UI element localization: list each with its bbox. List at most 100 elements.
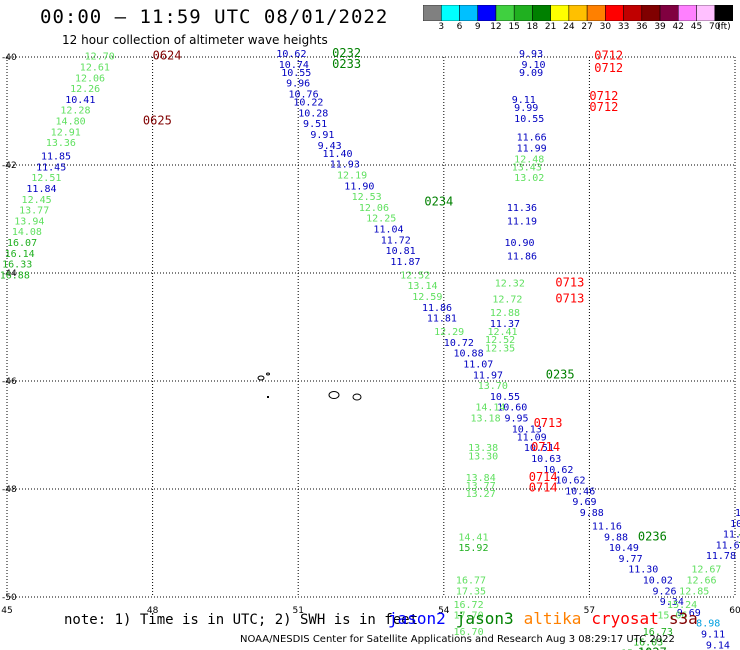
wave-height-value: 12.26 (70, 84, 100, 95)
wave-height-value: 11.99 (517, 144, 547, 155)
scale-label: 3 (438, 22, 445, 32)
wave-height-value: 16.07 (7, 238, 37, 249)
legend-s3a: s3a (668, 609, 698, 628)
wave-height-value: 16.14 (5, 249, 35, 260)
x-tick-label: 48 (147, 606, 159, 616)
wave-height-value: 16.33 (2, 260, 32, 271)
wave-height-value: 10.22 (293, 98, 323, 109)
scale-label: 39 (654, 22, 666, 32)
wave-height-value: 12.61 (80, 63, 110, 74)
wave-height-value: 9.96 (286, 79, 310, 90)
note-text: note: 1) Time is in UTC; 2) SWH is in fe… (64, 612, 419, 628)
pass-time-label: 0713 (555, 292, 584, 306)
scale-label: 24 (563, 22, 575, 32)
wave-height-value: 10.28 (298, 108, 328, 119)
pass-time-label: 0714 (529, 470, 558, 484)
wave-height-value: 9.95 (504, 414, 528, 425)
wave-height-value: 9.69 (677, 608, 701, 619)
pass-time-label: 0235 (546, 367, 575, 381)
wave-height-value: 10.90 (504, 238, 534, 249)
color-scale-labels: 3 6 9 12 15 18 21 24 27 30 33 36 39 42 45 70 (ft) (423, 22, 733, 34)
wave-height-value: 11.37 (490, 319, 520, 330)
pass-time-label: 0236 (638, 529, 667, 543)
scale-label: 30 (599, 22, 612, 32)
wave-height-value: 11.87 (390, 257, 420, 268)
wave-height-value: 11.16 (592, 522, 622, 533)
wave-height-value: 12.41 (487, 327, 517, 338)
wave-height-value: 16.73 (643, 627, 673, 638)
wave-height-value: 9.11 (701, 630, 725, 641)
wave-height-value: 12.91 (51, 127, 81, 138)
wave-height-value: 14.80 (56, 117, 86, 128)
wave-height-value: 10.55 (490, 392, 520, 403)
island (328, 391, 340, 399)
wave-height-value: 17.70 (454, 611, 484, 622)
wave-height-value: 12.70 (85, 52, 115, 63)
wave-height-value: 12.72 (492, 295, 522, 306)
wave-height-value: 11.45 (36, 162, 66, 173)
wave-height-value: 13.38 (468, 443, 498, 454)
wave-height-value: 11.04 (373, 225, 403, 236)
island (267, 396, 269, 398)
wave-height-value: 16.03 (633, 638, 663, 649)
pass-time-label: 0624 (153, 49, 182, 63)
wave-height-value: 12.25 (366, 214, 396, 225)
scale-label: 42 (672, 22, 685, 32)
legend-jason2: jason2 (388, 609, 446, 628)
track-west: 12.7012.6112.0612.2610.4112.2814.8012.91… (0, 52, 115, 282)
map-title: 00:00 – 11:59 UTC 08/01/2022 (40, 6, 389, 28)
wave-height-value: 9.77 (619, 554, 643, 565)
wave-height-value: 11.40 (322, 149, 352, 160)
wave-height-value: 8.98 (696, 619, 720, 630)
wave-height-value: 10.13 (512, 424, 542, 435)
pass-time-label: 0234 (424, 195, 453, 209)
wave-height-value: 11.72 (381, 235, 411, 246)
wave-height-value: 9.09 (519, 68, 543, 79)
wave-height-value: 11.19 (507, 216, 537, 227)
pass-time-label: 0233 (332, 57, 361, 71)
wave-height-value: 11.85 (41, 152, 71, 163)
wave-height-value: 11.07 (463, 360, 493, 371)
track-north-east: 9.939.109.099.119.9910.5511.6611.9912.48… (466, 49, 547, 500)
wave-height-value: 12.06 (75, 73, 105, 84)
scale-label: 36 (636, 22, 648, 32)
wave-height-value: 13.18 (470, 414, 500, 425)
scale-label: 45 (690, 22, 703, 32)
wave-height-value: 13.84 (466, 473, 496, 484)
wave-height-value: 15.24 (667, 600, 697, 611)
legend-cryosat: cryosat (591, 609, 659, 628)
wave-height-value: 13.77 (466, 481, 496, 492)
wave-height-value: 10.74 (279, 60, 309, 71)
scale-label: 33 (617, 22, 630, 32)
wave-height-value: 10.62 (555, 476, 585, 487)
wave-height-value: 11.86 (422, 303, 452, 314)
wave-height-value: 11.86 (507, 252, 537, 263)
wave-height-value: 9.34 (660, 597, 684, 608)
legend-altika: altika (523, 609, 582, 628)
wave-height-value: 9.99 (514, 103, 538, 114)
wave-height-value: 10.55 (281, 68, 311, 79)
wave-height-value: 13.36 (46, 138, 76, 149)
wave-height-value: 13.43 (512, 162, 542, 173)
wave-height-value: 10.63 (531, 454, 561, 465)
scale-label: 6 (456, 22, 463, 32)
x-tick-label: 54 (438, 606, 450, 616)
wave-height-value: 10.62 (276, 49, 306, 60)
scale-label: 18 (526, 22, 539, 32)
wave-height-value: 10.49 (609, 543, 639, 554)
pass-time-label: 0712 (594, 61, 623, 75)
wave-height-value: 10.78 (735, 508, 740, 519)
wave-height-value: 15.35 (621, 648, 651, 650)
x-tick-label: 57 (584, 606, 595, 616)
wave-height-value: 11.69 (716, 540, 740, 551)
wave-height-value: 10.62 (543, 465, 573, 476)
wave-height-value: 11.97 (473, 370, 503, 381)
wave-height-value: 9.88 (580, 508, 604, 519)
pass-time-label: 10 (737, 532, 740, 546)
island (266, 372, 270, 376)
wave-height-value: 10.81 (386, 246, 416, 257)
wave-height-value: 13.77 (19, 206, 49, 217)
wave-height-value: 12.52 (400, 270, 430, 281)
wave-height-value: 11.84 (26, 184, 56, 195)
wave-height-value: 9.11 (512, 95, 536, 106)
